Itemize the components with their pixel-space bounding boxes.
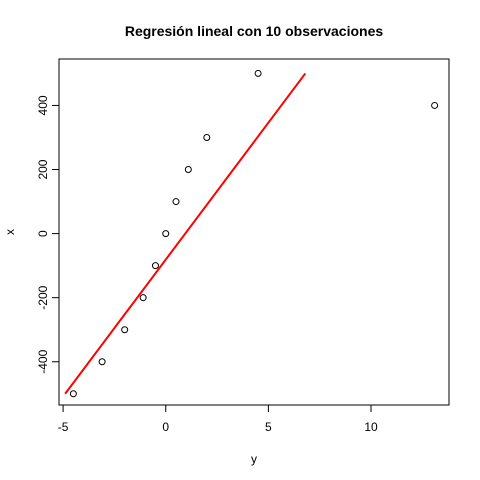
data-point (254, 69, 262, 77)
y-tick-label: -200 (36, 285, 50, 309)
regression-line-layer (64, 72, 307, 395)
x-tick-label: 10 (364, 420, 378, 434)
x-tick-label: -5 (58, 420, 69, 434)
data-point (431, 101, 439, 109)
regression-line (64, 72, 307, 395)
data-point (121, 326, 129, 334)
x-axis: -5 0 5 10 (58, 404, 378, 434)
points-layer (69, 69, 439, 398)
x-axis-label: y (251, 452, 257, 466)
y-tick-label: -400 (36, 349, 50, 373)
y-tick-label: 0 (36, 230, 50, 237)
plot-frame (58, 58, 450, 406)
y-axis-label: x (3, 229, 17, 235)
data-point (69, 390, 77, 398)
y-axis: -400 -200 0 200 400 (36, 95, 60, 374)
data-point (162, 230, 170, 238)
chart-title: Regresión lineal con 10 observaciones (125, 23, 384, 39)
y-tick-label: 400 (36, 95, 50, 115)
data-point (139, 294, 147, 302)
y-tick-label: 200 (36, 159, 50, 179)
data-point (151, 262, 159, 270)
data-point (203, 133, 211, 141)
x-tick-label: 0 (162, 420, 169, 434)
data-point (98, 358, 106, 366)
x-tick-label: 5 (265, 420, 272, 434)
data-point (172, 198, 180, 206)
data-point (184, 166, 192, 174)
